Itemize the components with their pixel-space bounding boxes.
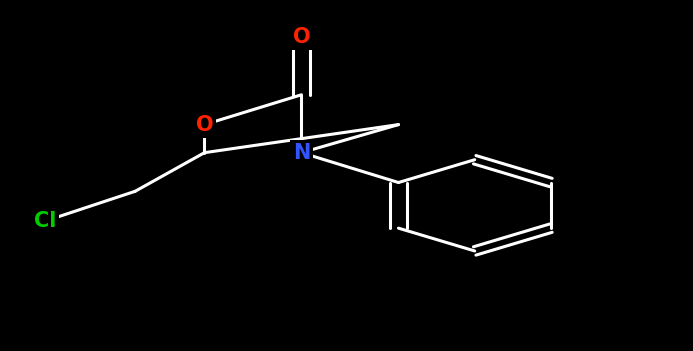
Text: O: O: [292, 27, 310, 47]
Text: N: N: [292, 143, 310, 163]
Text: Cl: Cl: [34, 211, 56, 231]
Text: O: O: [195, 115, 213, 134]
